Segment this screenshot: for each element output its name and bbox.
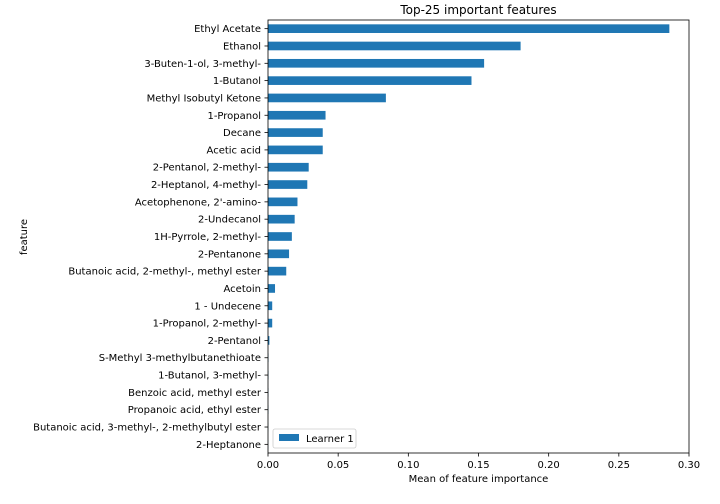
y-tick-label: Acetic acid [207, 145, 261, 156]
bar [268, 284, 276, 293]
y-tick-label: 2-Undecanol [198, 215, 261, 226]
x-tick-label: 0.00 [257, 460, 279, 471]
bar [268, 301, 273, 311]
bar [268, 214, 295, 224]
y-tick-label: Decane [223, 128, 261, 139]
bar [268, 266, 287, 276]
bar [268, 318, 273, 328]
y-tick-labels: Ethyl Acetate Ethanol 3-Buten-1-ol, 3-meth… [33, 24, 268, 451]
legend: Learner 1 [272, 428, 357, 449]
bar [268, 93, 386, 103]
bar [268, 249, 290, 259]
y-tick-label: Ethanol [223, 41, 261, 52]
x-tick-label: 0.20 [538, 460, 560, 471]
x-tick-label: 0.10 [397, 460, 419, 471]
plot-frame [267, 19, 690, 454]
bar [268, 145, 323, 155]
y-tick-label: Ethyl Acetate [194, 24, 261, 35]
bar [268, 162, 309, 172]
bar [268, 76, 472, 85]
y-tick-label: 2-Pentanone [198, 249, 261, 260]
x-tick-label: 0.25 [608, 460, 630, 471]
bar [268, 197, 298, 207]
legend-swatch [279, 434, 299, 441]
y-tick-label: 1-Propanol [207, 111, 261, 122]
bar [268, 336, 270, 345]
legend-label: Learner 1 [306, 434, 354, 445]
y-tick-label: 1-Butanol [213, 76, 261, 87]
x-tick-label: 0.30 [678, 460, 700, 471]
chart-title: Top-25 important features [399, 3, 556, 17]
y-tick-label: Propanoic acid, ethyl ester [128, 405, 262, 416]
x-ticks: 0.00 0.05 0.10 0.15 0.20 0.25 0.30 [257, 453, 700, 471]
y-tick-label: Acetoin [224, 284, 261, 295]
bar [268, 232, 292, 241]
y-tick-label: Butanoic acid, 3-methyl-, 2-methylbutyl … [33, 423, 262, 434]
y-tick-label: 2-Heptanone [196, 440, 261, 451]
y-tick-label: Methyl Isobutyl Ketone [147, 93, 261, 104]
y-axis-label: feature [19, 219, 30, 255]
bars-group [268, 24, 670, 449]
bar [268, 41, 521, 51]
y-tick-label: 2-Heptanol, 4-methyl- [151, 180, 261, 191]
bar [268, 24, 670, 33]
bar [268, 180, 308, 189]
bar [268, 58, 485, 68]
x-tick-label: 0.15 [467, 460, 489, 471]
x-tick-label: 0.05 [327, 460, 349, 471]
y-tick-label: S-Methyl 3-methylbutanethioate [99, 353, 261, 364]
bar [268, 128, 323, 137]
x-axis-label: Mean of feature importance [409, 474, 549, 485]
y-tick-label: Benzoic acid, methyl ester [128, 388, 262, 399]
y-tick-label: 3-Buten-1-ol, 3-methyl- [144, 59, 261, 70]
y-tick-label: Acetophenone, 2'-amino- [135, 197, 262, 208]
y-tick-label: Butanoic acid, 2-methyl-, methyl ester [68, 267, 262, 278]
y-tick-label: 1 - Undecene [194, 301, 261, 312]
y-tick-label: 2-Pentanol [208, 336, 261, 347]
y-tick-label: 1H-Pyrrole, 2-methyl- [154, 232, 261, 243]
y-tick-label: 2-Pentanol, 2-methyl- [153, 163, 262, 174]
y-tick-label: 1-Butanol, 3-methyl- [158, 371, 261, 382]
y-tick-label: 1-Propanol, 2-methyl- [153, 319, 262, 330]
bar [268, 110, 326, 120]
legend-box [272, 428, 357, 449]
